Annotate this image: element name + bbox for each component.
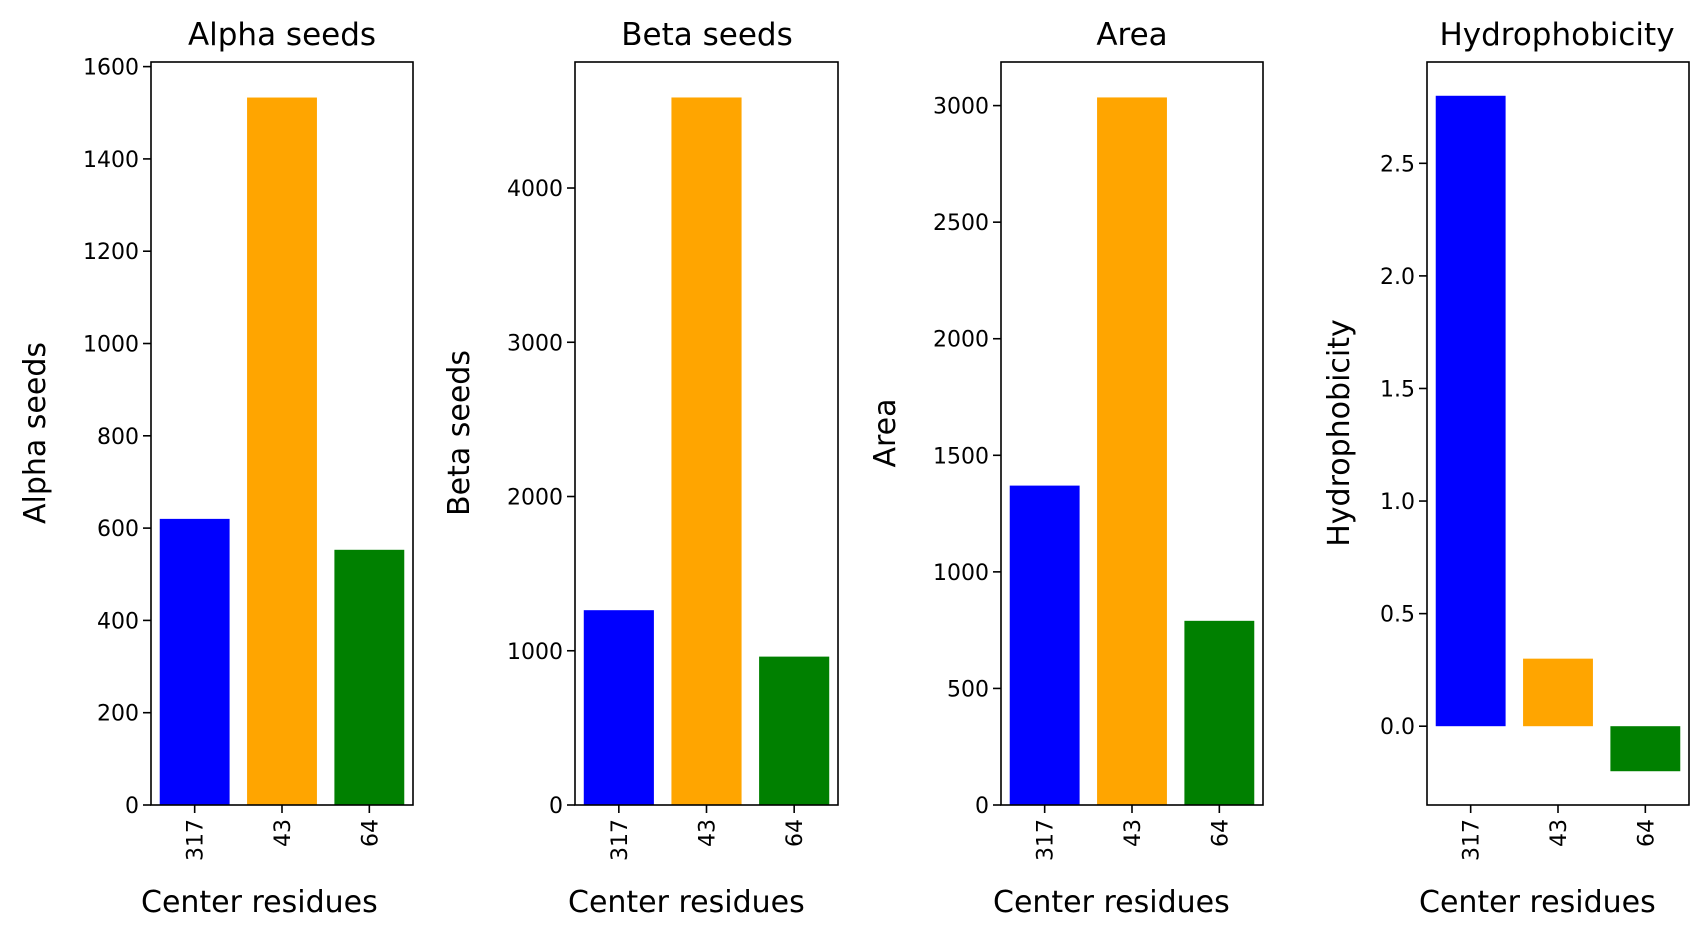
y-tick-label: 2.0	[1380, 265, 1415, 290]
y-axis-label: Hydrophobicity	[1322, 319, 1357, 547]
x-axis-label: Center residues	[568, 885, 805, 920]
y-tick-label: 0	[125, 794, 139, 819]
panel-beta-seeds: Beta seeds Center residues Beta seeds 0 1…	[442, 17, 839, 920]
bar-64	[759, 656, 830, 805]
y-tick-label: 4000	[507, 177, 563, 202]
y-tick-label: 0.5	[1380, 603, 1415, 628]
x-axis-label: Center residues	[993, 885, 1230, 920]
panel-title: Beta seeds	[621, 17, 792, 53]
x-tick-label: 317	[184, 819, 209, 861]
bar-64	[1610, 726, 1681, 772]
bar-317	[583, 610, 654, 805]
bar-43	[1097, 97, 1167, 805]
y-tick-label: 200	[97, 702, 139, 727]
bar-43	[247, 97, 317, 805]
y-tick-label: 3000	[507, 331, 563, 356]
y-tick-label: 800	[97, 425, 139, 450]
panel-hydrophobicity: Hydrophobicity Center residues Hydrophob…	[1322, 17, 1690, 920]
bar-43	[1523, 658, 1593, 727]
bar-64	[1184, 620, 1255, 805]
panel-alpha-seeds: Alpha seeds Center residues Alpha seeds …	[18, 17, 414, 920]
panel-title: Area	[1096, 17, 1167, 53]
y-tick-label: 3000	[933, 95, 989, 120]
y-axis-label: Area	[868, 398, 903, 467]
x-tick-label: 317	[608, 819, 633, 861]
panel-title: Hydrophobicity	[1439, 17, 1674, 53]
y-tick-label: 500	[947, 677, 989, 702]
y-tick-label: 2500	[933, 211, 989, 236]
bar-64	[334, 549, 405, 805]
y-tick-label: 0.0	[1380, 715, 1415, 740]
x-tick-label: 64	[1634, 819, 1659, 847]
y-axis-label: Alpha seeds	[18, 342, 53, 524]
panel-title: Alpha seeds	[188, 17, 376, 53]
y-tick-label: 1000	[507, 640, 563, 665]
x-axis-label: Center residues	[1419, 885, 1656, 920]
y-tick-label: 2000	[933, 328, 989, 353]
y-tick-label: 400	[97, 609, 139, 634]
x-tick-label: 43	[696, 819, 721, 847]
y-tick-label: 600	[97, 517, 139, 542]
y-tick-label: 0	[549, 794, 563, 819]
y-tick-label: 1000	[83, 333, 139, 358]
bar-317	[1435, 95, 1506, 727]
y-tick-label: 1400	[83, 148, 139, 173]
x-tick-label: 64	[358, 819, 383, 847]
y-tick-label: 1.0	[1380, 490, 1415, 515]
y-tick-label: 2000	[507, 486, 563, 511]
y-tick-label: 1.5	[1380, 377, 1415, 402]
x-tick-label: 64	[1208, 819, 1233, 847]
x-tick-label: 43	[1121, 819, 1146, 847]
y-tick-label: 2.5	[1380, 152, 1415, 177]
panel-area: Area Center residues Area 0 500 1000 1500 20…	[868, 17, 1264, 920]
bar-43	[671, 97, 742, 805]
x-axis-label: Center residues	[141, 885, 378, 920]
bar-317	[159, 518, 230, 805]
x-tick-label: 317	[1460, 819, 1485, 861]
y-tick-label: 0	[975, 794, 989, 819]
y-tick-label: 1200	[83, 240, 139, 265]
y-tick-label: 1600	[83, 56, 139, 81]
y-tick-label: 1500	[933, 444, 989, 469]
bar-317	[1009, 485, 1080, 805]
x-tick-label: 317	[1034, 819, 1059, 861]
x-tick-label: 64	[783, 819, 808, 847]
x-tick-label: 43	[271, 819, 296, 847]
x-tick-label: 43	[1547, 819, 1572, 847]
y-axis-label: Beta seeds	[442, 350, 477, 516]
y-tick-label: 1000	[933, 561, 989, 586]
